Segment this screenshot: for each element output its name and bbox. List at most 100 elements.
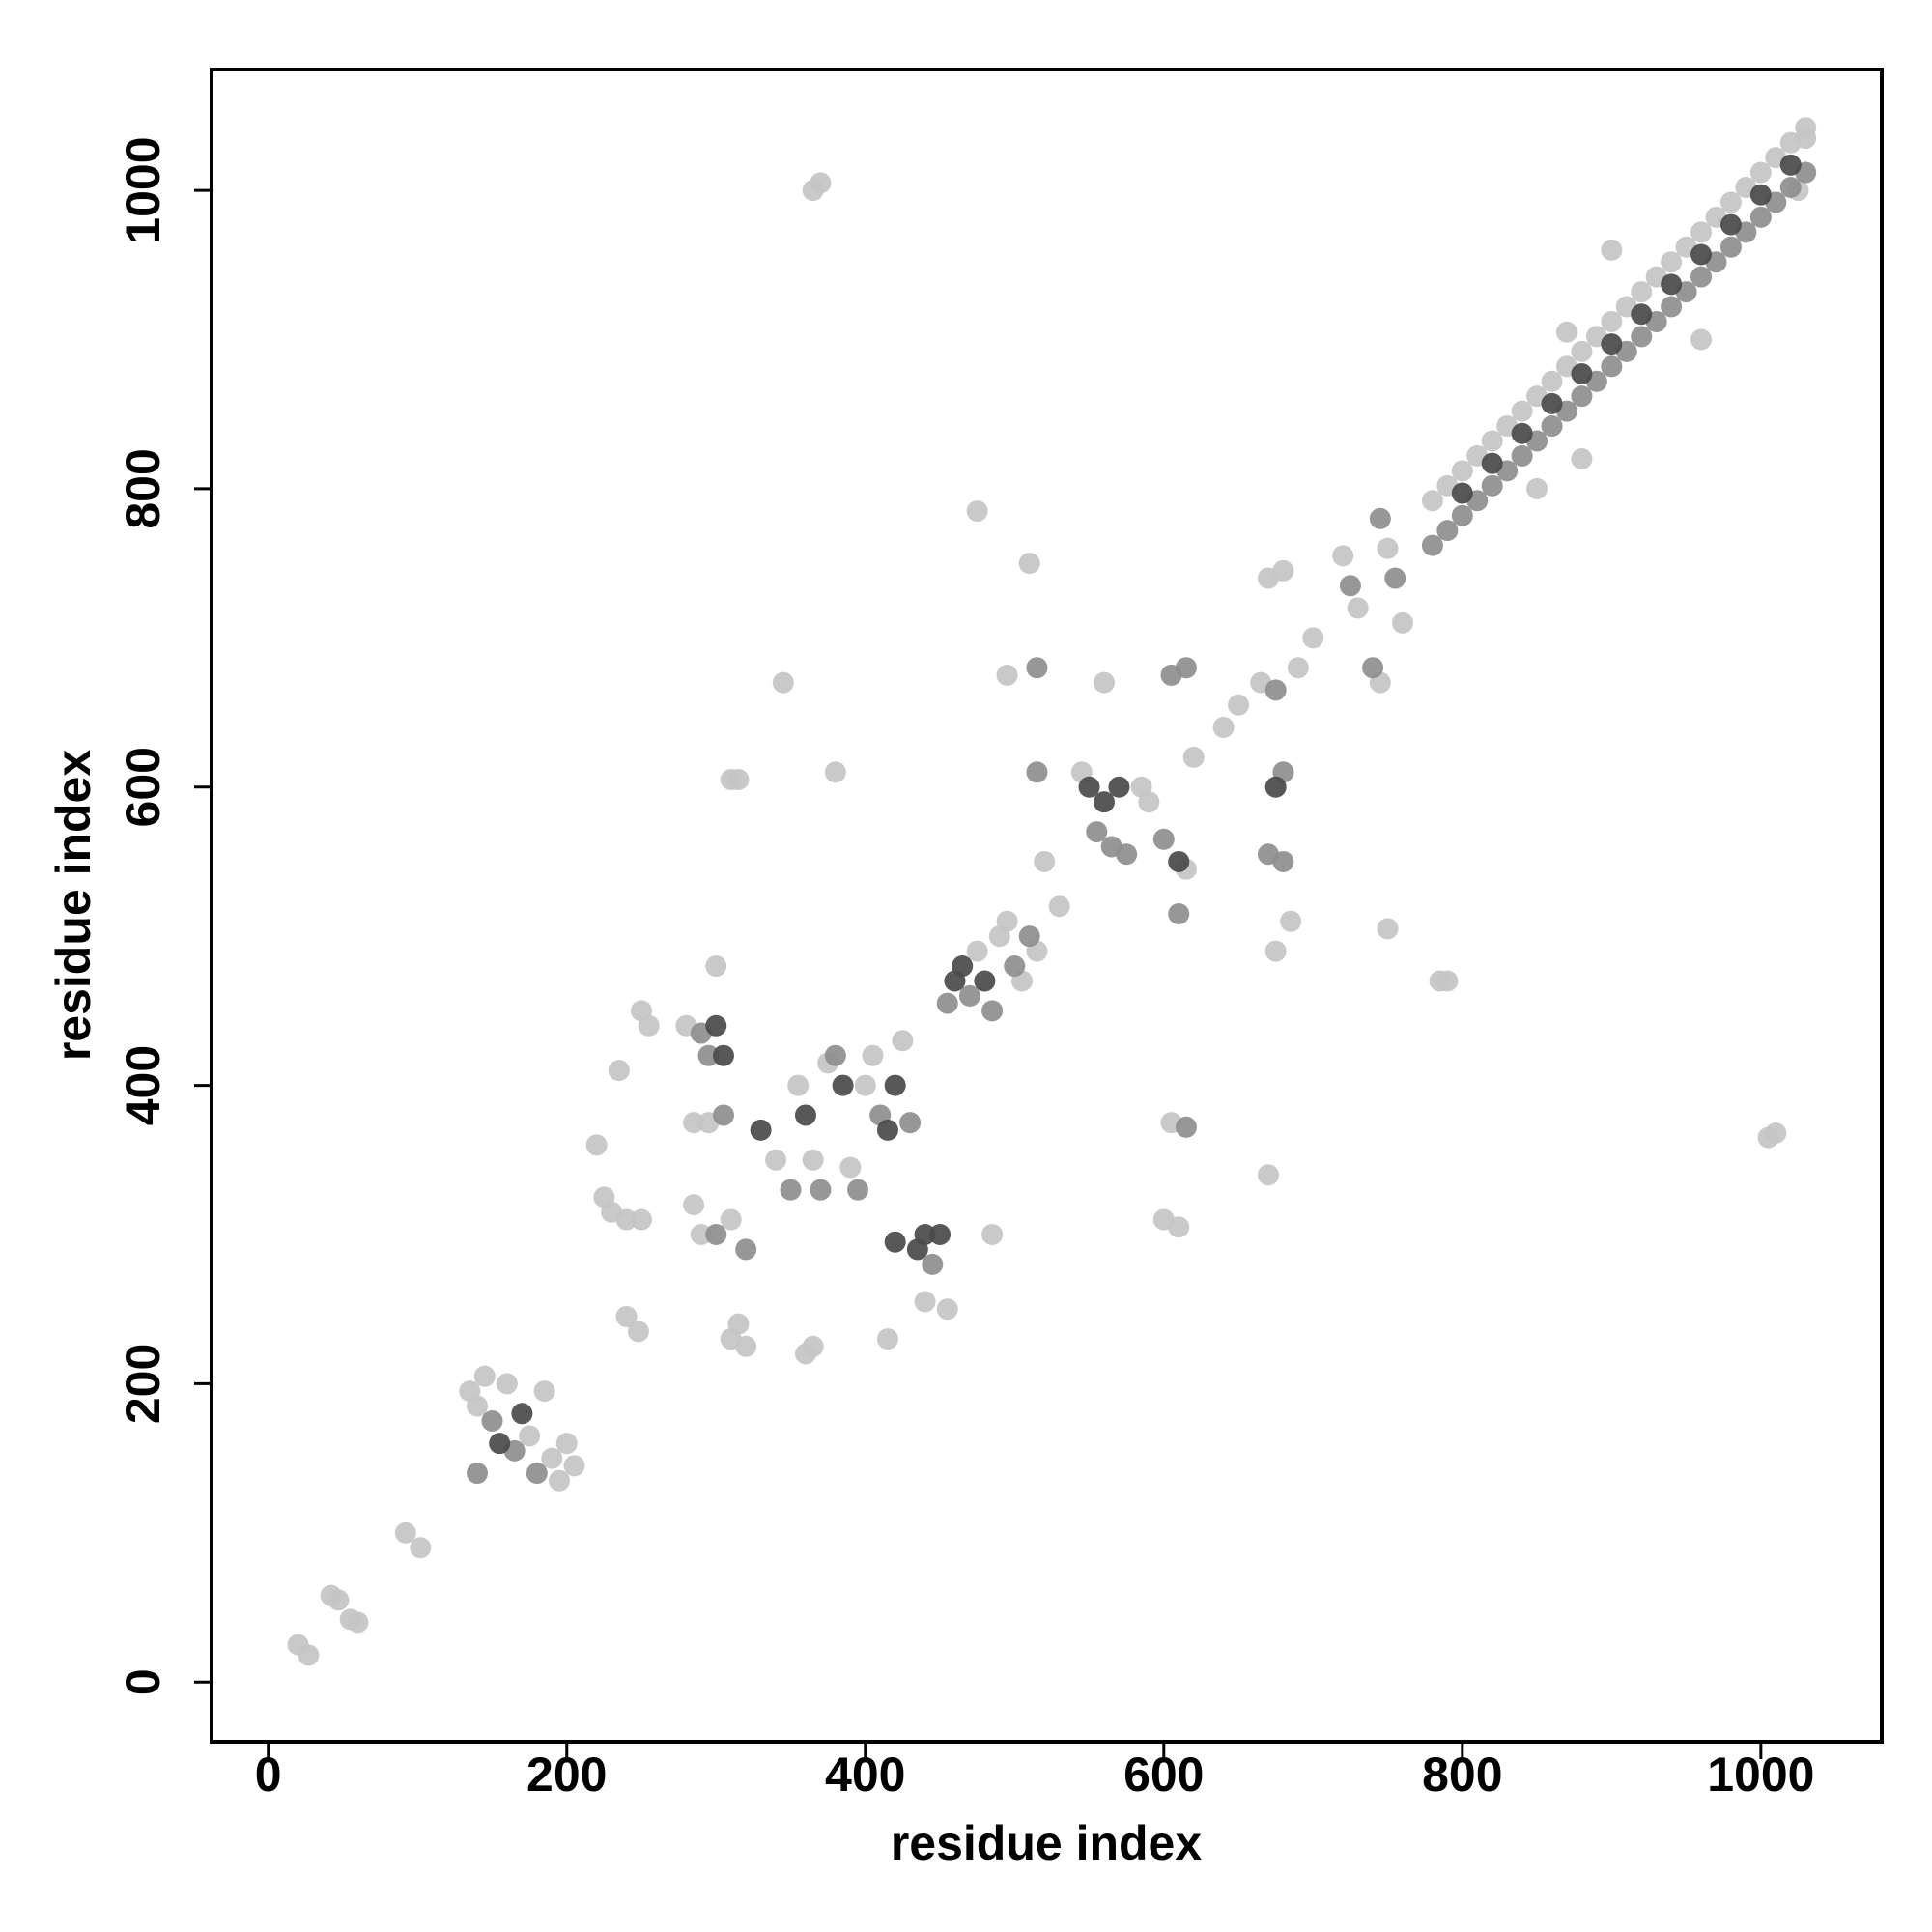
point xyxy=(1481,474,1503,497)
point xyxy=(1228,694,1250,716)
x-tick-label: 600 xyxy=(1123,1747,1204,1802)
point xyxy=(1690,266,1713,288)
point xyxy=(780,1179,802,1201)
point xyxy=(727,769,750,791)
point xyxy=(1034,850,1056,872)
y-tick-label: 200 xyxy=(116,1344,170,1424)
point xyxy=(824,1044,846,1066)
point xyxy=(1541,392,1563,414)
point xyxy=(1086,821,1108,843)
point xyxy=(765,1149,787,1171)
point xyxy=(884,1074,906,1096)
point xyxy=(876,1119,898,1141)
point xyxy=(1690,328,1713,351)
point xyxy=(1719,191,1742,213)
point xyxy=(1264,679,1287,701)
point xyxy=(727,1313,750,1335)
point xyxy=(1749,184,1772,206)
point xyxy=(683,1194,705,1216)
point xyxy=(735,1238,757,1261)
point xyxy=(705,955,727,978)
point xyxy=(1377,918,1399,940)
point xyxy=(712,1044,734,1066)
point xyxy=(1302,627,1324,649)
point xyxy=(467,1395,489,1417)
point xyxy=(1511,444,1533,467)
x-tick-label: 1000 xyxy=(1707,1747,1814,1802)
plot-frame xyxy=(210,68,1884,1744)
point xyxy=(1175,657,1197,679)
point xyxy=(810,1179,832,1201)
y-tick-label: 0 xyxy=(116,1668,170,1695)
point xyxy=(974,970,996,992)
x-axis-label: residue index xyxy=(891,1816,1203,1870)
point xyxy=(1526,477,1548,499)
point xyxy=(1421,490,1443,512)
point xyxy=(1481,430,1503,452)
y-tick-label: 800 xyxy=(116,448,170,528)
point xyxy=(1779,154,1802,176)
point xyxy=(1257,1164,1279,1186)
point xyxy=(810,172,832,194)
point xyxy=(1018,925,1040,948)
point xyxy=(966,500,988,523)
y-tick-label: 600 xyxy=(116,747,170,827)
point xyxy=(1765,1122,1787,1144)
point xyxy=(966,940,988,962)
point xyxy=(563,1455,585,1477)
point xyxy=(519,1425,541,1447)
point xyxy=(832,1074,854,1096)
point xyxy=(683,1112,705,1134)
point xyxy=(1436,970,1459,992)
point xyxy=(1541,415,1563,438)
point xyxy=(1451,504,1473,526)
point xyxy=(1541,370,1563,392)
x-tick-label: 800 xyxy=(1422,1747,1502,1802)
point xyxy=(630,1208,652,1231)
point xyxy=(705,1223,727,1245)
point xyxy=(794,1104,816,1126)
point xyxy=(1152,1208,1175,1231)
point xyxy=(892,1030,914,1052)
point xyxy=(720,1208,742,1231)
point xyxy=(914,1291,936,1313)
x-tick-label: 400 xyxy=(825,1747,905,1802)
x-tick-label: 200 xyxy=(526,1747,607,1802)
point xyxy=(1451,482,1473,504)
point xyxy=(481,1410,503,1433)
point xyxy=(1280,910,1302,932)
point xyxy=(862,1044,884,1066)
point xyxy=(712,1104,734,1126)
point xyxy=(585,1134,608,1156)
point xyxy=(615,1305,638,1327)
point xyxy=(735,1335,757,1357)
point xyxy=(1631,303,1653,326)
point xyxy=(996,664,1018,686)
point xyxy=(1212,716,1235,738)
point xyxy=(1362,657,1384,679)
point xyxy=(1093,791,1115,813)
point xyxy=(1661,296,1683,318)
point xyxy=(298,1644,320,1666)
point xyxy=(1631,326,1653,348)
point xyxy=(1631,281,1653,303)
point xyxy=(638,1014,660,1037)
point xyxy=(1138,791,1160,813)
point xyxy=(511,1403,533,1425)
y-axis-label: residue index xyxy=(46,750,100,1062)
point xyxy=(1347,597,1369,619)
point xyxy=(1719,236,1742,258)
point xyxy=(1108,776,1130,798)
point xyxy=(1436,520,1459,542)
point xyxy=(1392,611,1414,634)
point xyxy=(787,1074,810,1096)
point xyxy=(899,1112,922,1134)
point xyxy=(981,1000,1004,1022)
point xyxy=(952,955,974,978)
point xyxy=(1264,776,1287,798)
y-tick-label: 1000 xyxy=(116,136,170,243)
point xyxy=(1779,131,1802,154)
y-tick-label: 400 xyxy=(116,1045,170,1125)
point xyxy=(1093,671,1115,694)
point xyxy=(824,761,846,783)
